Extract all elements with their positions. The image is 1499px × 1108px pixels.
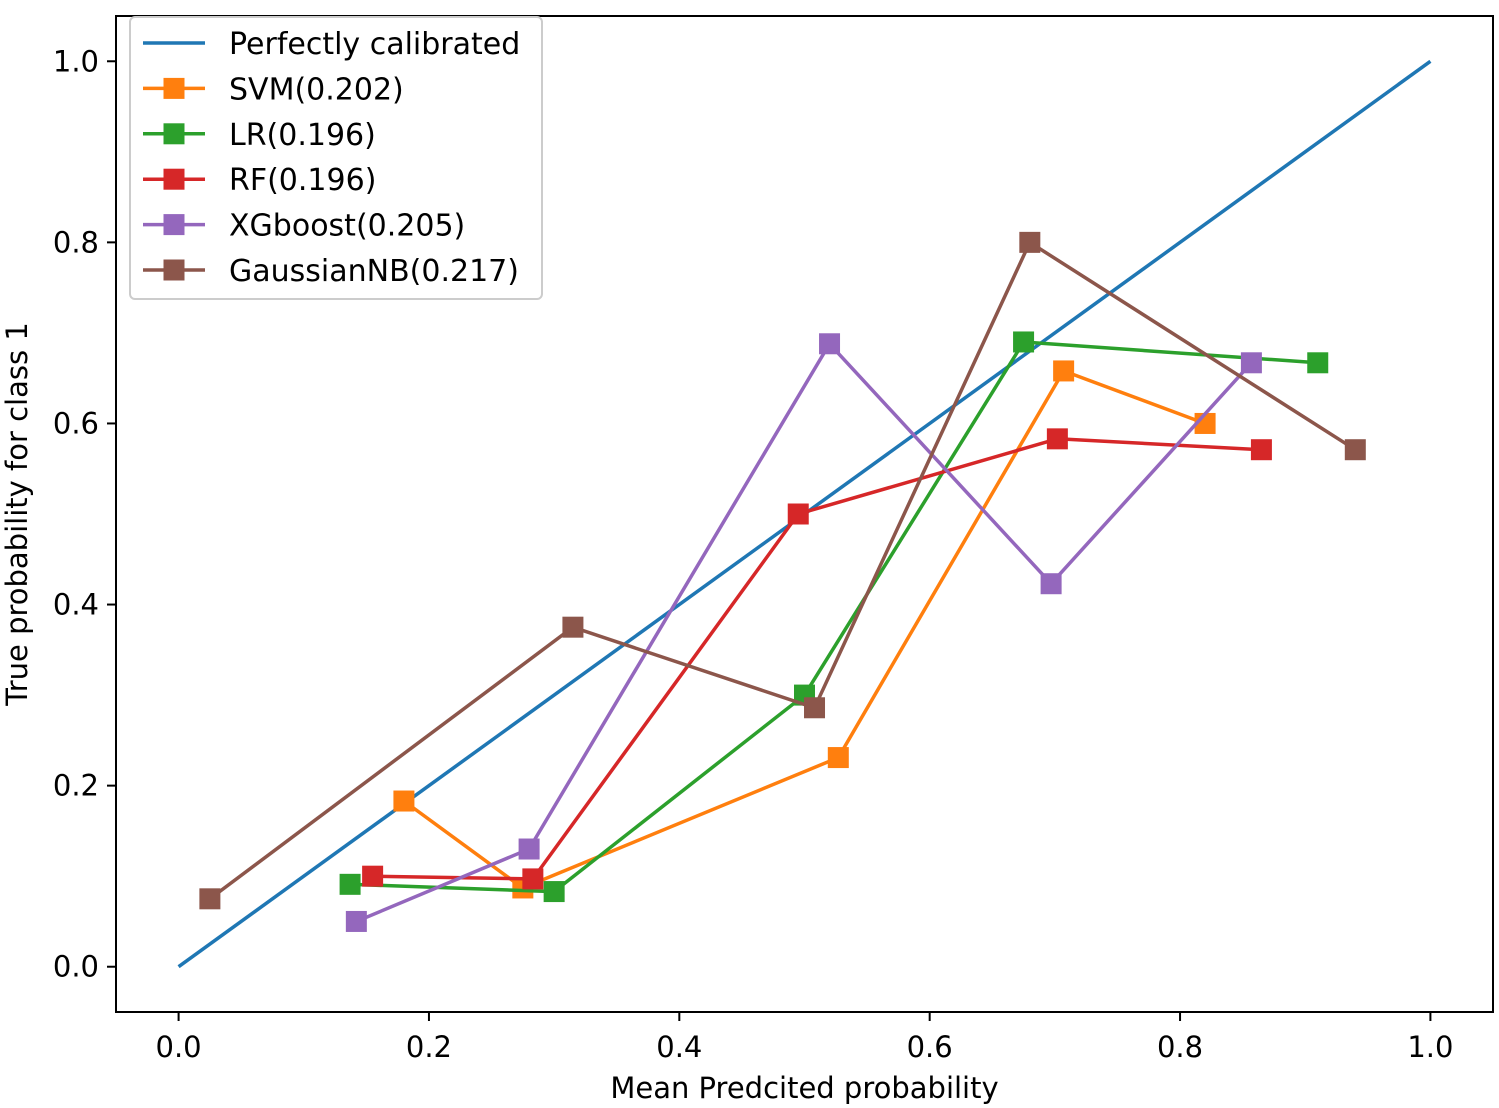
series-line: [208, 240, 1357, 901]
legend-label: GaussianNB(0.217): [229, 254, 519, 289]
legend-item-xgboost-0-205: XGboost(0.205): [143, 209, 465, 244]
x-tick-label: 0.8: [1157, 1030, 1203, 1064]
data-point: [804, 697, 826, 719]
series-line: [402, 369, 1206, 890]
data-point: [522, 868, 544, 890]
y-tick-label: 0.8: [53, 225, 99, 259]
x-tick-label: 0.4: [656, 1030, 702, 1064]
y-tick-label: 0.4: [53, 588, 99, 622]
data-point: [1040, 573, 1062, 595]
series-line: [355, 342, 1253, 924]
data-point: [518, 838, 540, 860]
y-tick-label: 0.0: [53, 950, 99, 984]
legend-item-lr-0-196: LR(0.196): [143, 118, 376, 153]
legend-label: XGboost(0.205): [229, 209, 465, 244]
y-tick-label: 1.0: [53, 44, 99, 78]
legend-label: RF(0.196): [229, 163, 376, 198]
legend-label: SVM(0.202): [229, 72, 404, 107]
data-point: [1013, 331, 1035, 353]
series-xgboost-0-205: [345, 333, 1262, 932]
legend-item-rf-0-196: RF(0.196): [143, 163, 376, 198]
legend-marker: [163, 259, 185, 281]
legend-label: LR(0.196): [229, 118, 376, 153]
data-point: [345, 910, 367, 932]
data-point: [1250, 439, 1272, 461]
legend-marker: [163, 77, 185, 99]
legend-marker: [163, 214, 185, 236]
data-point: [1019, 231, 1041, 253]
data-point: [1344, 439, 1366, 461]
y-tick-label: 0.6: [53, 406, 99, 440]
data-point: [1046, 428, 1068, 450]
data-point: [562, 616, 584, 638]
data-point: [199, 888, 221, 910]
axis-ticks: 0.0 0.2 0.4 0.6 0.8 1.0 0.0 0.2 0.4 0.6 0.8 1.0: [53, 44, 1454, 1064]
legend-item-svm-0-202: SVM(0.202): [143, 72, 404, 107]
series-layer: [177, 59, 1432, 969]
x-tick-label: 0.2: [406, 1030, 452, 1064]
plot-frame: [115, 15, 1494, 1013]
legend-marker: [163, 168, 185, 190]
legend-box: [129, 16, 543, 300]
legend: Perfectly calibrated SVM(0.202) LR(0.196) R…: [129, 16, 543, 300]
data-point: [362, 865, 384, 887]
data-point: [393, 790, 415, 812]
x-axis-label: Mean Predcited probability: [610, 1071, 998, 1105]
data-point: [1307, 352, 1329, 374]
series-rf-0-196: [362, 428, 1272, 890]
legend-item-gaussiannb-0-217: GaussianNB(0.217): [143, 254, 519, 289]
data-point: [819, 333, 841, 355]
y-tick-label: 0.2: [53, 769, 99, 803]
y-axis-label: True probability for class 1: [0, 322, 34, 707]
series-gaussiannb-0-217: [199, 231, 1366, 910]
x-tick-label: 0.6: [907, 1030, 953, 1064]
data-point: [787, 503, 809, 525]
series-lr-0-196: [339, 331, 1329, 903]
legend-marker: [163, 123, 185, 145]
data-point: [339, 873, 361, 895]
series-line: [350, 340, 1318, 894]
x-tick-label: 1.0: [1407, 1030, 1453, 1064]
series-svm-0-202: [393, 360, 1216, 899]
legend-label: Perfectly calibrated: [229, 27, 520, 62]
data-point: [827, 747, 849, 769]
data-point: [543, 881, 565, 903]
data-point: [1240, 352, 1262, 374]
data-point: [1053, 360, 1075, 382]
x-tick-label: 0.0: [156, 1030, 202, 1064]
legend-item-perfectly-calibrated: Perfectly calibrated: [143, 27, 520, 62]
